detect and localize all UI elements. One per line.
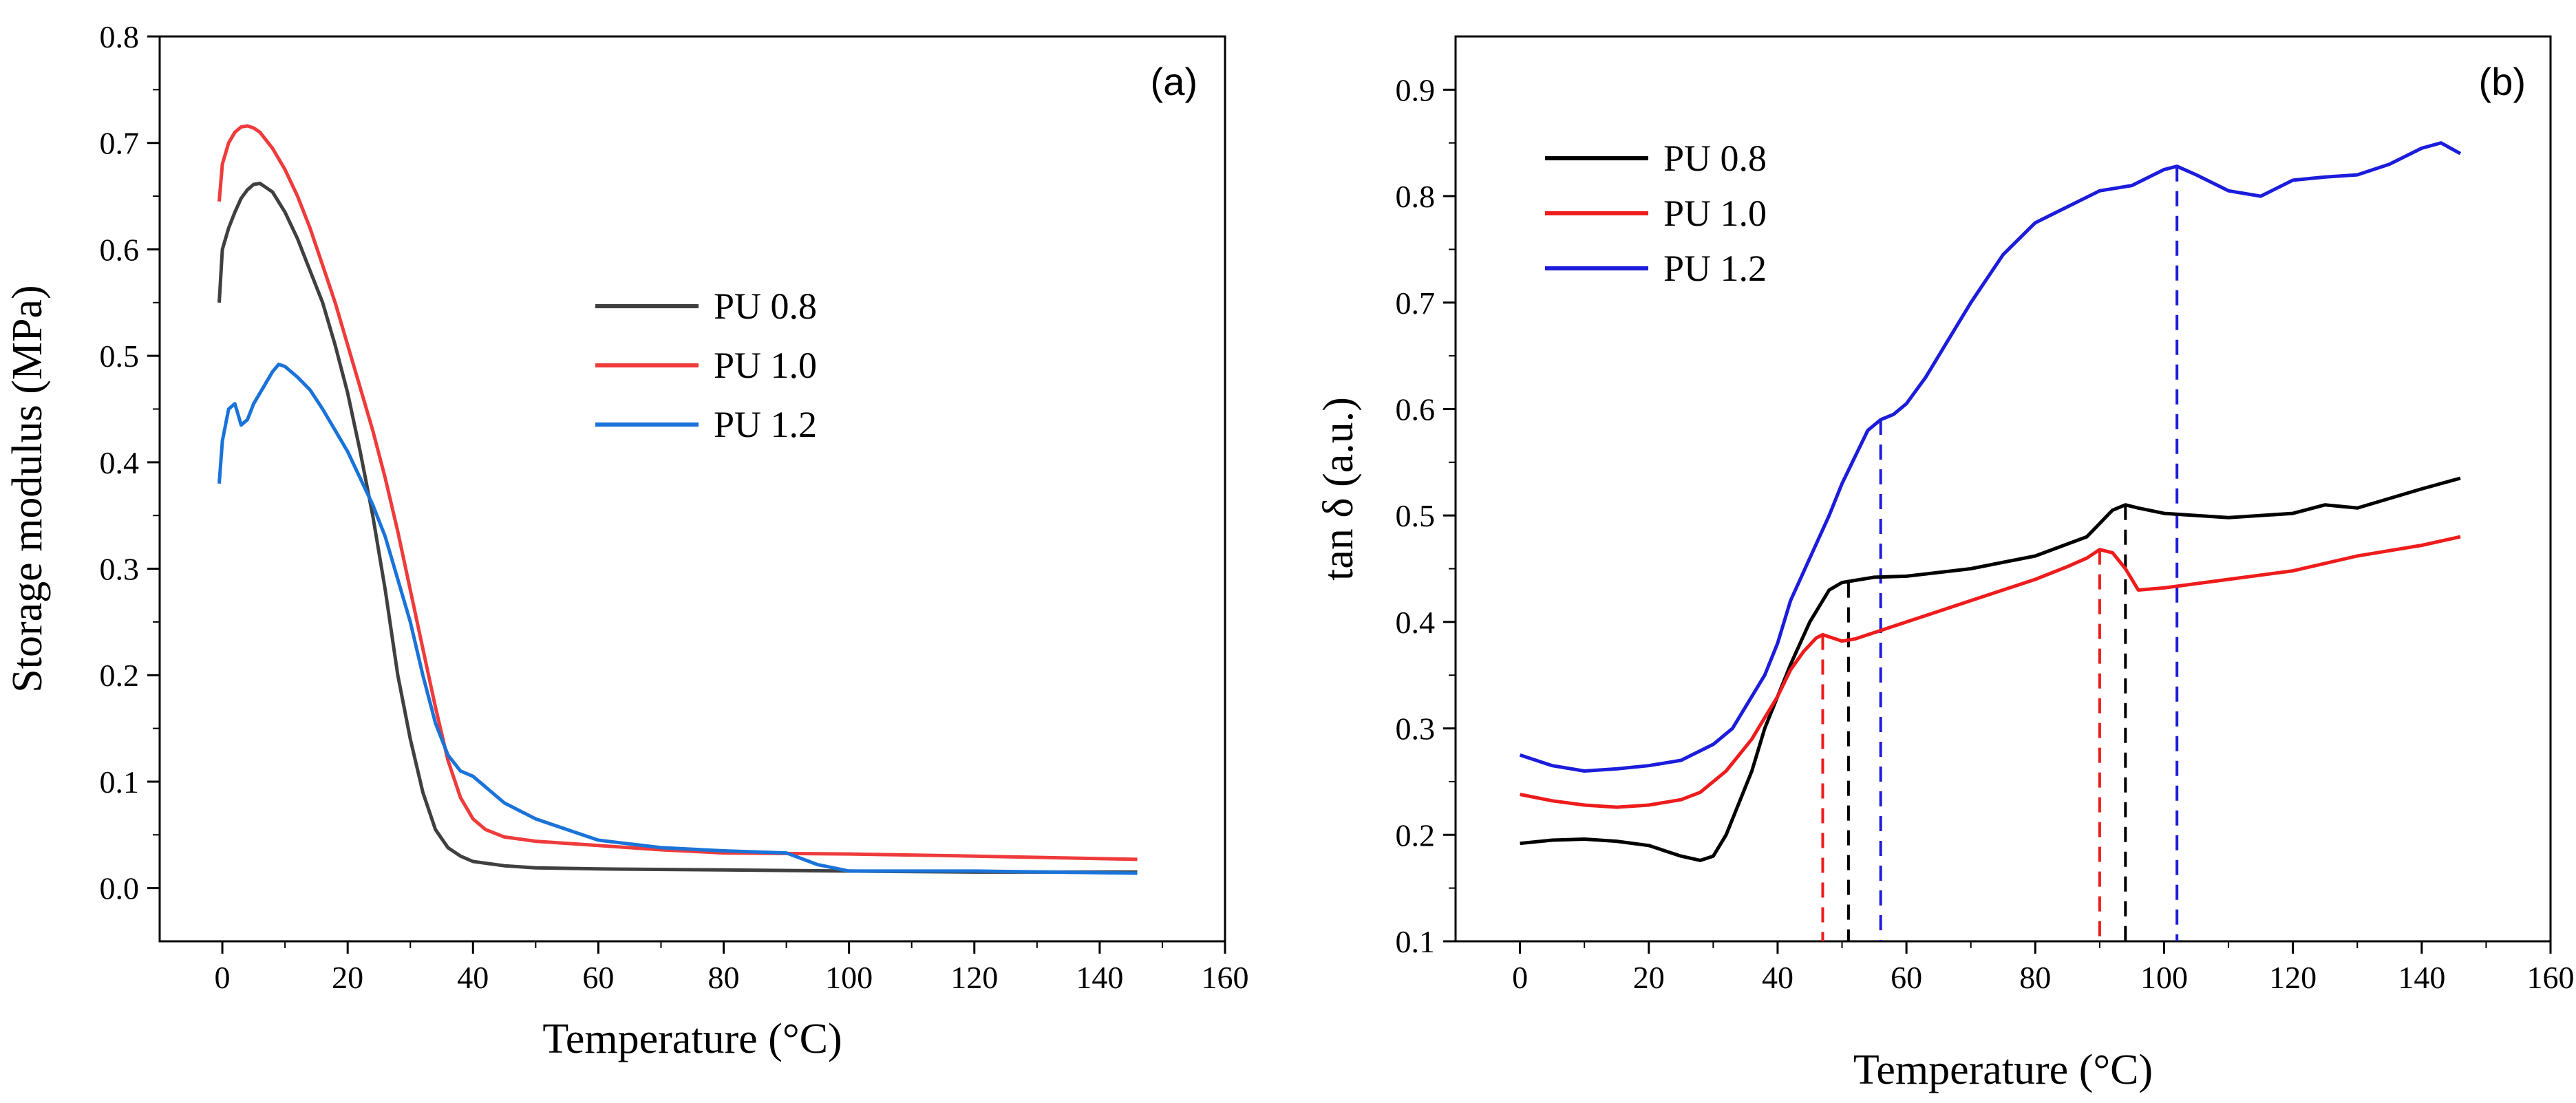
legend-label-b: PU 0.8 <box>1663 138 1767 179</box>
plot-frame-b <box>1454 35 2552 943</box>
plot-frame-a <box>158 35 1226 943</box>
series-line-pu-1.2-a <box>217 363 1138 875</box>
x-tick-label-b: 80 <box>2019 960 2051 995</box>
y-tick-label-b: 0.2 <box>1396 817 1436 853</box>
legend-label-a: PU 0.8 <box>714 286 817 327</box>
y-tick-label-b: 0.1 <box>1396 924 1436 959</box>
x-tick-label-b: 40 <box>1762 960 1793 995</box>
x-tick-label-b: 60 <box>1891 960 1922 995</box>
series-line-pu-1.2-b <box>1519 141 2462 773</box>
y-tick-label-b: 0.6 <box>1396 392 1436 427</box>
x-tick-label-a: 40 <box>457 960 489 995</box>
y-tick-label-b: 0.3 <box>1396 711 1436 747</box>
y-axis-label-b: tan δ (a.u.) <box>1315 397 1362 581</box>
y-tick-label-a: 0.0 <box>100 871 140 906</box>
x-axis-label-a: Temperature (°C) <box>542 1016 842 1062</box>
x-tick-label-b: 160 <box>2527 960 2575 995</box>
y-tick-label-b: 0.9 <box>1396 72 1436 107</box>
x-tick-label-a: 120 <box>950 960 998 995</box>
series-line-pu-0.8-b <box>1520 476 2461 862</box>
x-tick-label-b: 20 <box>1633 960 1665 995</box>
x-tick-label-a: 20 <box>332 960 363 995</box>
y-tick-label-b: 0.4 <box>1396 605 1436 640</box>
x-tick-label-a: 100 <box>825 960 873 995</box>
x-tick-label-a: 160 <box>1202 960 1249 995</box>
x-tick-label-b: 0 <box>1512 960 1528 995</box>
x-tick-label-a: 140 <box>1076 960 1123 995</box>
y-tick-label-a: 0.5 <box>100 339 140 374</box>
y-tick-label-b: 0.7 <box>1396 286 1436 321</box>
y-tick-label-a: 0.6 <box>100 232 140 267</box>
x-tick-label-a: 0 <box>215 960 231 995</box>
x-tick-label-a: 80 <box>708 960 740 995</box>
legend-label-b: PU 1.0 <box>1663 193 1767 234</box>
x-axis-label-b: Temperature (°C) <box>1853 1047 2153 1093</box>
y-tick-label-b: 0.8 <box>1396 179 1436 214</box>
y-tick-label-a: 0.7 <box>100 126 140 161</box>
y-tick-label-a: 0.1 <box>100 764 140 800</box>
panel-a-chart: 0 20 40 60 80 100 120 140 160 0.0 0.1 0.2 0.3 0.4 0.5 0… <box>4 19 1249 1062</box>
y-tick-label-a: 0.3 <box>100 552 140 587</box>
y-axis-label-a: Storage modulus (MPa) <box>4 285 51 692</box>
legend-label-a: PU 1.0 <box>714 345 817 386</box>
y-tick-label-a: 0.2 <box>100 658 140 693</box>
y-tick-label-a: 0.4 <box>100 445 140 480</box>
series-line-pu-1.0-a <box>217 124 1138 861</box>
x-tick-label-a: 60 <box>582 960 614 995</box>
x-tick-label-b: 120 <box>2269 960 2317 995</box>
legend-label-a: PU 1.2 <box>714 404 817 445</box>
panel-label-b: (b) <box>2479 60 2526 103</box>
series-line-pu-0.8-a <box>217 182 1138 874</box>
x-tick-label-b: 100 <box>2140 960 2188 995</box>
y-tick-label-b: 0.5 <box>1396 498 1436 533</box>
y-tick-label-a: 0.8 <box>100 19 140 54</box>
legend-label-b: PU 1.2 <box>1663 248 1767 289</box>
series-line-pu-1.0-b <box>1520 535 2461 809</box>
panel-label-a: (a) <box>1151 60 1197 103</box>
x-tick-label-b: 140 <box>2398 960 2445 995</box>
panel-b-chart: 0 20 40 60 80 100 120 140 160 0.1 0.2 0.3 0.4 0.5 0.6 0… <box>1315 35 2575 1093</box>
